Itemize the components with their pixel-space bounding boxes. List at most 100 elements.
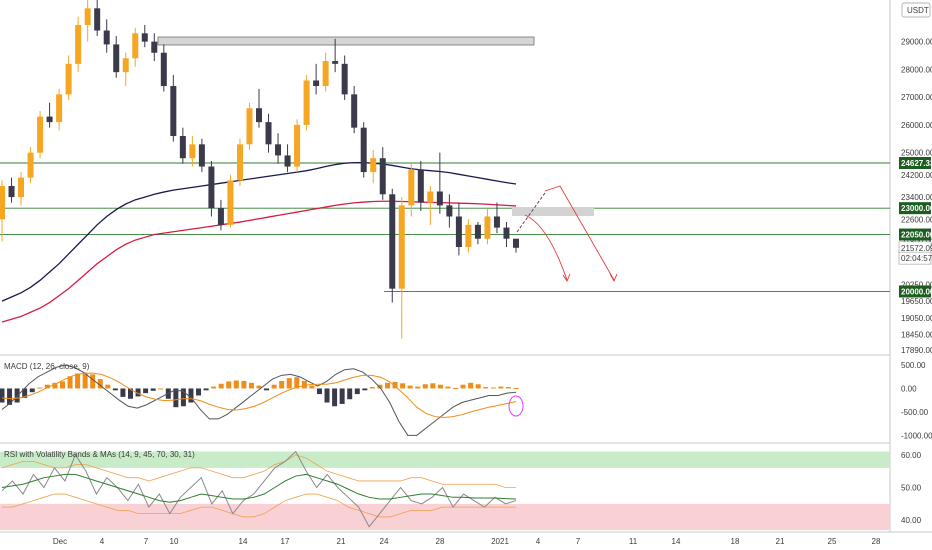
macd-signal-line xyxy=(1,372,517,419)
candle-body xyxy=(417,169,424,203)
candle-body xyxy=(179,136,186,159)
candle-body xyxy=(198,144,205,167)
candlesticks xyxy=(0,0,519,339)
macd-histogram-bar xyxy=(271,384,277,389)
candle-body xyxy=(484,216,491,239)
macd-histogram-bar xyxy=(188,388,194,403)
price-tick-label: 28000.00 xyxy=(901,65,932,74)
price-tick-label: 17890.00 xyxy=(901,346,932,355)
macd-histogram-bar xyxy=(332,388,338,407)
rsi-ma-line xyxy=(1,473,517,503)
macd-histogram-bar xyxy=(505,387,511,389)
candle-body xyxy=(37,116,44,153)
macd-histogram-bar xyxy=(241,380,247,389)
macd-histogram-bar xyxy=(52,382,58,389)
time-tick-label: 25 xyxy=(828,537,837,546)
macd-histogram-bar xyxy=(445,386,451,389)
macd-histogram-bar xyxy=(498,386,504,389)
rsi-tick-label: 50.00 xyxy=(901,484,922,493)
price-tick-label: 24200.00 xyxy=(901,171,932,180)
candle-body xyxy=(436,191,443,206)
rsi-pane: 60.00 50.00 40.00 xyxy=(1,450,922,528)
macd-histogram-bar xyxy=(377,384,383,389)
price-axis: 29000.00 28000.00 27000.00 26000.00 25000.00… xyxy=(901,38,932,355)
macd-histogram-bar xyxy=(279,380,285,389)
macd-label: MACD (12, 26, close, 9) xyxy=(4,362,90,371)
time-tick-label: 4 xyxy=(100,537,105,546)
time-tick-label: 28 xyxy=(872,537,881,546)
currency-badge[interactable] xyxy=(901,2,931,18)
time-tick-label: 24 xyxy=(380,537,389,546)
price-tag-label: 23000.00 xyxy=(901,204,932,213)
macd-histogram-bar xyxy=(29,388,35,393)
price-tick-label: 29000.00 xyxy=(901,38,932,47)
candle-body xyxy=(303,80,310,125)
macd-histogram-bar xyxy=(22,388,28,398)
moving-averages xyxy=(1,161,517,323)
price-tags: 24627.33 23000.00 22050.00 21572.0902:04:57… xyxy=(898,157,932,298)
time-tick-label: 11 xyxy=(629,537,638,546)
macd-histogram-bar xyxy=(180,388,186,407)
macd-histogram-bar xyxy=(347,388,353,400)
time-tick-label: 21 xyxy=(337,537,346,546)
candle-body xyxy=(208,166,215,209)
candle-body xyxy=(160,52,167,87)
macd-histogram-bar xyxy=(211,386,217,389)
rsi-label: RSI with Volatility Bands & MAs (14, 9, … xyxy=(4,450,195,459)
time-tick-label: 7 xyxy=(576,537,581,546)
candle-body xyxy=(75,24,82,64)
candle-body xyxy=(65,63,72,95)
candle-body xyxy=(294,124,301,167)
candle-body xyxy=(313,80,320,87)
macd-histogram-bar xyxy=(150,388,156,391)
candle-body xyxy=(56,94,63,123)
time-tick-label: 28 xyxy=(436,537,445,546)
candle-body xyxy=(265,122,272,145)
macd-histogram-bar xyxy=(143,388,149,394)
macd-histogram-bar xyxy=(385,382,390,389)
macd-histogram-bar xyxy=(264,388,270,391)
macd-pane: 500.00 0.00 -500.00 -1000.00 xyxy=(0,361,932,440)
macd-histogram-bar xyxy=(218,383,224,389)
time-tick-label: 10 xyxy=(170,537,179,546)
candle-body xyxy=(446,205,453,217)
candle-body xyxy=(332,61,339,64)
macd-histogram-bar xyxy=(97,379,103,389)
arrowhead-1 xyxy=(562,273,571,282)
candle-body xyxy=(151,41,158,53)
candle-body xyxy=(113,44,120,73)
price-tick-label: 18450.00 xyxy=(901,330,932,339)
macd-histogram-bar xyxy=(400,383,406,389)
candle-body xyxy=(46,116,53,123)
macd-histogram-bar xyxy=(369,387,375,389)
macd-histogram-bar xyxy=(286,378,292,389)
macd-tick-label: 0.00 xyxy=(901,384,917,393)
time-tick-label: 4 xyxy=(536,537,541,546)
candle-body xyxy=(170,86,177,137)
time-tick-label: 18 xyxy=(731,537,740,546)
rsi-tick-label: 40.00 xyxy=(901,516,922,525)
candle-body xyxy=(27,152,34,178)
macd-histogram-bar xyxy=(490,387,496,389)
time-tick-label: 14 xyxy=(239,537,248,546)
macd-histogram-bar xyxy=(475,384,481,389)
macd-histogram-bar xyxy=(248,382,254,389)
rsi-line xyxy=(1,450,517,528)
macd-histogram-bar xyxy=(362,388,368,391)
candle-body xyxy=(0,185,5,220)
candle-body xyxy=(379,158,386,195)
candle-body xyxy=(132,33,139,59)
rsi-zone xyxy=(0,451,890,468)
projection-path-1 xyxy=(524,214,568,281)
price-tag-label: 20000.00 xyxy=(901,287,932,296)
candle-body xyxy=(256,108,262,123)
projection-arrows xyxy=(516,185,618,283)
macd-histogram-bar xyxy=(173,388,179,408)
macd-histogram-bar xyxy=(415,386,421,389)
price-tag-label: 02:04:57 xyxy=(901,254,932,263)
candle-body xyxy=(474,224,481,239)
macd-histogram-bar xyxy=(67,376,73,389)
macd-histogram-bar xyxy=(37,387,43,389)
time-tick-label: 7 xyxy=(144,537,149,546)
